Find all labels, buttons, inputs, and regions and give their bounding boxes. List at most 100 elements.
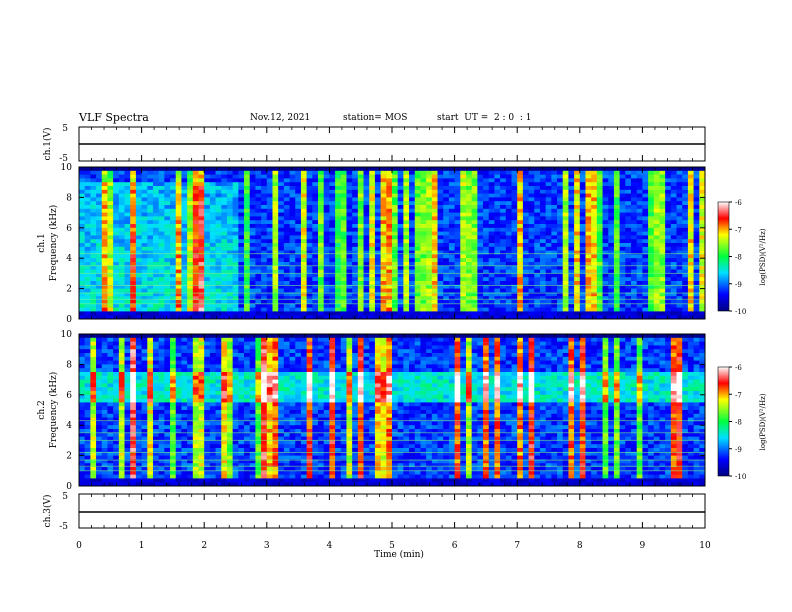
spectrogram-cell [693,311,700,316]
spectrogram-cell [147,189,154,194]
spectrogram-cell [79,182,85,187]
spectrogram-cell [374,178,381,183]
spectrogram-cell [448,220,455,225]
spectrogram-cell [96,189,103,194]
spectrogram-cell [613,292,620,297]
spectrogram-cell [312,167,319,172]
spectrogram-cell [198,277,205,282]
spectrogram-cell [238,178,245,183]
spectrogram-cell [300,292,307,297]
spectrogram-cell [591,250,598,255]
spectrogram-cell [357,300,364,305]
spectrogram-cell [272,227,279,232]
spectrogram-cell [346,201,353,206]
spectrogram-cell [192,296,199,301]
spectrogram-cell [249,182,256,187]
spectrogram-cell [363,246,370,251]
spectrogram-cell [181,208,188,213]
spectrogram-cell [420,182,427,187]
spectrogram-cell [369,212,376,217]
spectrogram-cell [323,189,330,194]
spectrogram-cell [135,303,142,308]
spectrogram-cell [471,277,478,282]
spectrogram-cell [238,201,245,206]
spectrogram-cell [403,296,410,301]
spectrogram-cell [522,303,529,308]
spectrogram-cell [454,296,461,301]
spectrogram-cell [84,182,91,187]
spectrogram-cell [232,186,239,191]
spectrogram-cell [181,265,188,270]
spectrogram-cell [124,254,131,259]
spectrogram-cell [204,243,211,248]
spectrogram-cell [636,288,643,293]
spectrogram-cell [226,300,233,305]
spectrogram-cell [79,254,85,259]
spectrogram-cell [261,197,268,202]
spectrogram-cell [534,205,541,210]
spectrogram-cell [420,284,427,289]
spectrogram-cell [471,250,478,255]
spectrogram-cell [477,193,484,198]
spectrogram-cell [483,197,490,202]
spectrogram-cell [579,227,586,232]
spectrogram-cell [175,212,182,217]
spectrogram-cell [591,258,598,263]
spectrogram-cell [300,167,307,172]
spectrogram-cell [522,246,529,251]
spectrogram-cell [249,197,256,202]
spectrogram-cell [266,197,273,202]
spectrogram-cell [420,296,427,301]
spectrogram-cell [261,250,268,255]
spectrogram-cell [261,167,268,172]
spectrogram-cell [198,231,205,236]
spectrogram-cell [255,273,262,278]
spectrogram-cell [84,432,91,437]
spectrogram-cell [289,246,296,251]
spectrogram-cell [335,201,342,206]
spectrogram-cell [409,205,416,210]
spectrogram-cell [648,208,655,213]
spectrogram-cell [642,254,649,259]
spectrogram-cell [522,216,529,221]
spectrogram-cell [107,368,114,373]
spectrogram-cell [488,300,495,305]
spectrogram-cell [335,288,342,293]
spectrogram-cell [585,311,592,316]
spectrogram-cell [585,254,592,259]
spectrogram-cell [596,178,603,183]
spectrogram-cell [676,288,683,293]
spectrogram-cell [261,201,268,206]
spectrogram-cell [517,193,524,198]
spectrogram-cell [591,277,598,282]
spectrogram-cell [545,174,552,179]
spectrogram-cell [653,265,660,270]
spectrogram-cell [152,440,159,445]
spectrogram-cell [266,182,273,187]
spectrogram-cell [648,284,655,289]
spectrogram-cell [414,224,421,229]
spectrogram-cell [118,258,125,263]
spectrogram-cell [244,216,251,221]
spectrogram-cell [346,307,353,312]
spectrogram-cell [682,167,689,172]
spectrogram-cell [124,417,131,422]
spectrogram-cell [488,288,495,293]
spectrogram-cell [79,436,85,441]
spectrogram-cell [699,189,706,194]
spectrogram-cell [135,375,142,380]
spectrogram-cell [613,197,620,202]
spectrogram-cell [192,303,199,308]
spectrogram-cell [152,444,159,449]
spectrogram-cell [107,235,114,240]
spectrogram-cell [460,307,467,312]
spectrogram-cell [437,292,444,297]
spectrogram-cell [187,265,194,270]
spectrogram-cell [164,208,171,213]
spectrogram-cell [676,277,683,282]
spectrogram-cell [636,281,643,286]
spectrogram-cell [238,281,245,286]
spectrogram-cell [460,182,467,187]
spectrogram-cell [135,391,142,396]
spectrogram-cell [420,315,427,320]
